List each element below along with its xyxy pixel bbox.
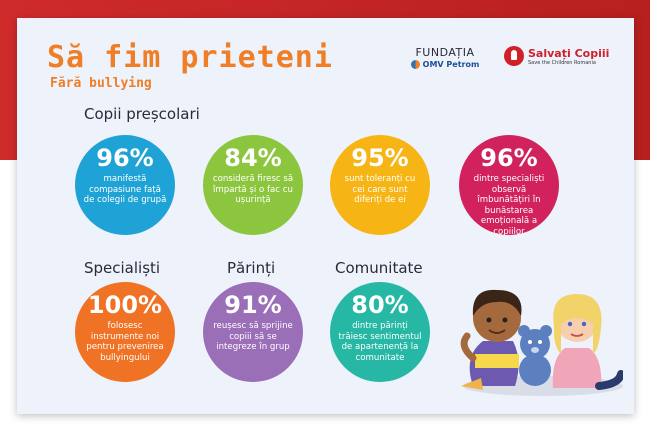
fundatia-label: FUNDAȚIA <box>415 46 475 59</box>
infographic-card: Să fim prieteni Fără bullying FUNDAȚIA O… <box>17 18 634 414</box>
section-parinti: Părinți <box>227 259 276 277</box>
stat-percent: 91% <box>224 291 282 319</box>
stat-circle-instrumente: 100% folosesc instrumente noi pentru pre… <box>75 282 175 382</box>
stat-text: dintre specialiști observă îmbunătățiri … <box>473 174 545 237</box>
salvati-copiii-logo: Salvați Copiii Save the Children Romania <box>504 46 609 66</box>
stat-circle-impart: 84% consideră firesc să împartă și o fac… <box>203 135 303 235</box>
stat-text: folosesc instrumente noi pentru prevenir… <box>86 321 164 363</box>
stat-percent: 96% <box>96 144 154 172</box>
stat-text: sunt toleranți cu cei care sunt diferiți… <box>344 174 416 205</box>
stat-percent: 80% <box>351 291 409 319</box>
stat-percent: 96% <box>480 144 538 172</box>
children-illustration <box>460 289 623 396</box>
section-prescolari: Copii preșcolari <box>84 105 200 123</box>
stat-percent: 95% <box>351 144 409 172</box>
stat-circle-compasiune: 96% manifestă compasiune față de colegii… <box>75 135 175 235</box>
stat-circle-apartenenta: 80% dintre părinți trăiesc sentimentul d… <box>330 282 430 382</box>
stat-text: dintre părinți trăiesc sentimentul de ap… <box>338 321 422 363</box>
omv-mark-icon <box>410 60 420 69</box>
stat-percent: 84% <box>224 144 282 172</box>
salvati-copiii-label: Salvați Copiii <box>528 46 610 60</box>
girl-figure <box>552 294 623 390</box>
fundatia-omv-petrom-logo: FUNDAȚIA OMV Petrom <box>405 46 485 69</box>
omv-petrom-label: OMV Petrom <box>422 60 480 69</box>
infographic-subtitle: Fără bullying <box>50 76 152 91</box>
stat-circle-specialisti-bunastare: 96% dintre specialiști observă îmbunătăț… <box>459 135 559 237</box>
infographic-title: Să fim prieteni <box>47 40 333 75</box>
stat-circle-integrare: 91% reușesc să sprijine copiii să se int… <box>203 282 303 382</box>
boy-figure <box>460 289 522 390</box>
teddy-bear <box>518 325 552 386</box>
stat-percent: 100% <box>87 291 163 319</box>
stat-text: reușesc să sprijine copiii să se integre… <box>213 321 293 352</box>
salvati-copiii-tagline: Save the Children Romania <box>528 59 596 66</box>
section-specialisti: Specialiști <box>84 259 161 277</box>
stat-text: consideră firesc să împartă și o fac cu … <box>212 174 294 205</box>
salvati-copiii-mark-icon <box>504 46 524 66</box>
stat-circle-toleranti: 95% sunt toleranți cu cei care sunt dife… <box>330 135 430 235</box>
stat-text: manifestă compasiune față de colegii de … <box>83 174 167 205</box>
section-comunitate: Comunitate <box>335 259 423 277</box>
